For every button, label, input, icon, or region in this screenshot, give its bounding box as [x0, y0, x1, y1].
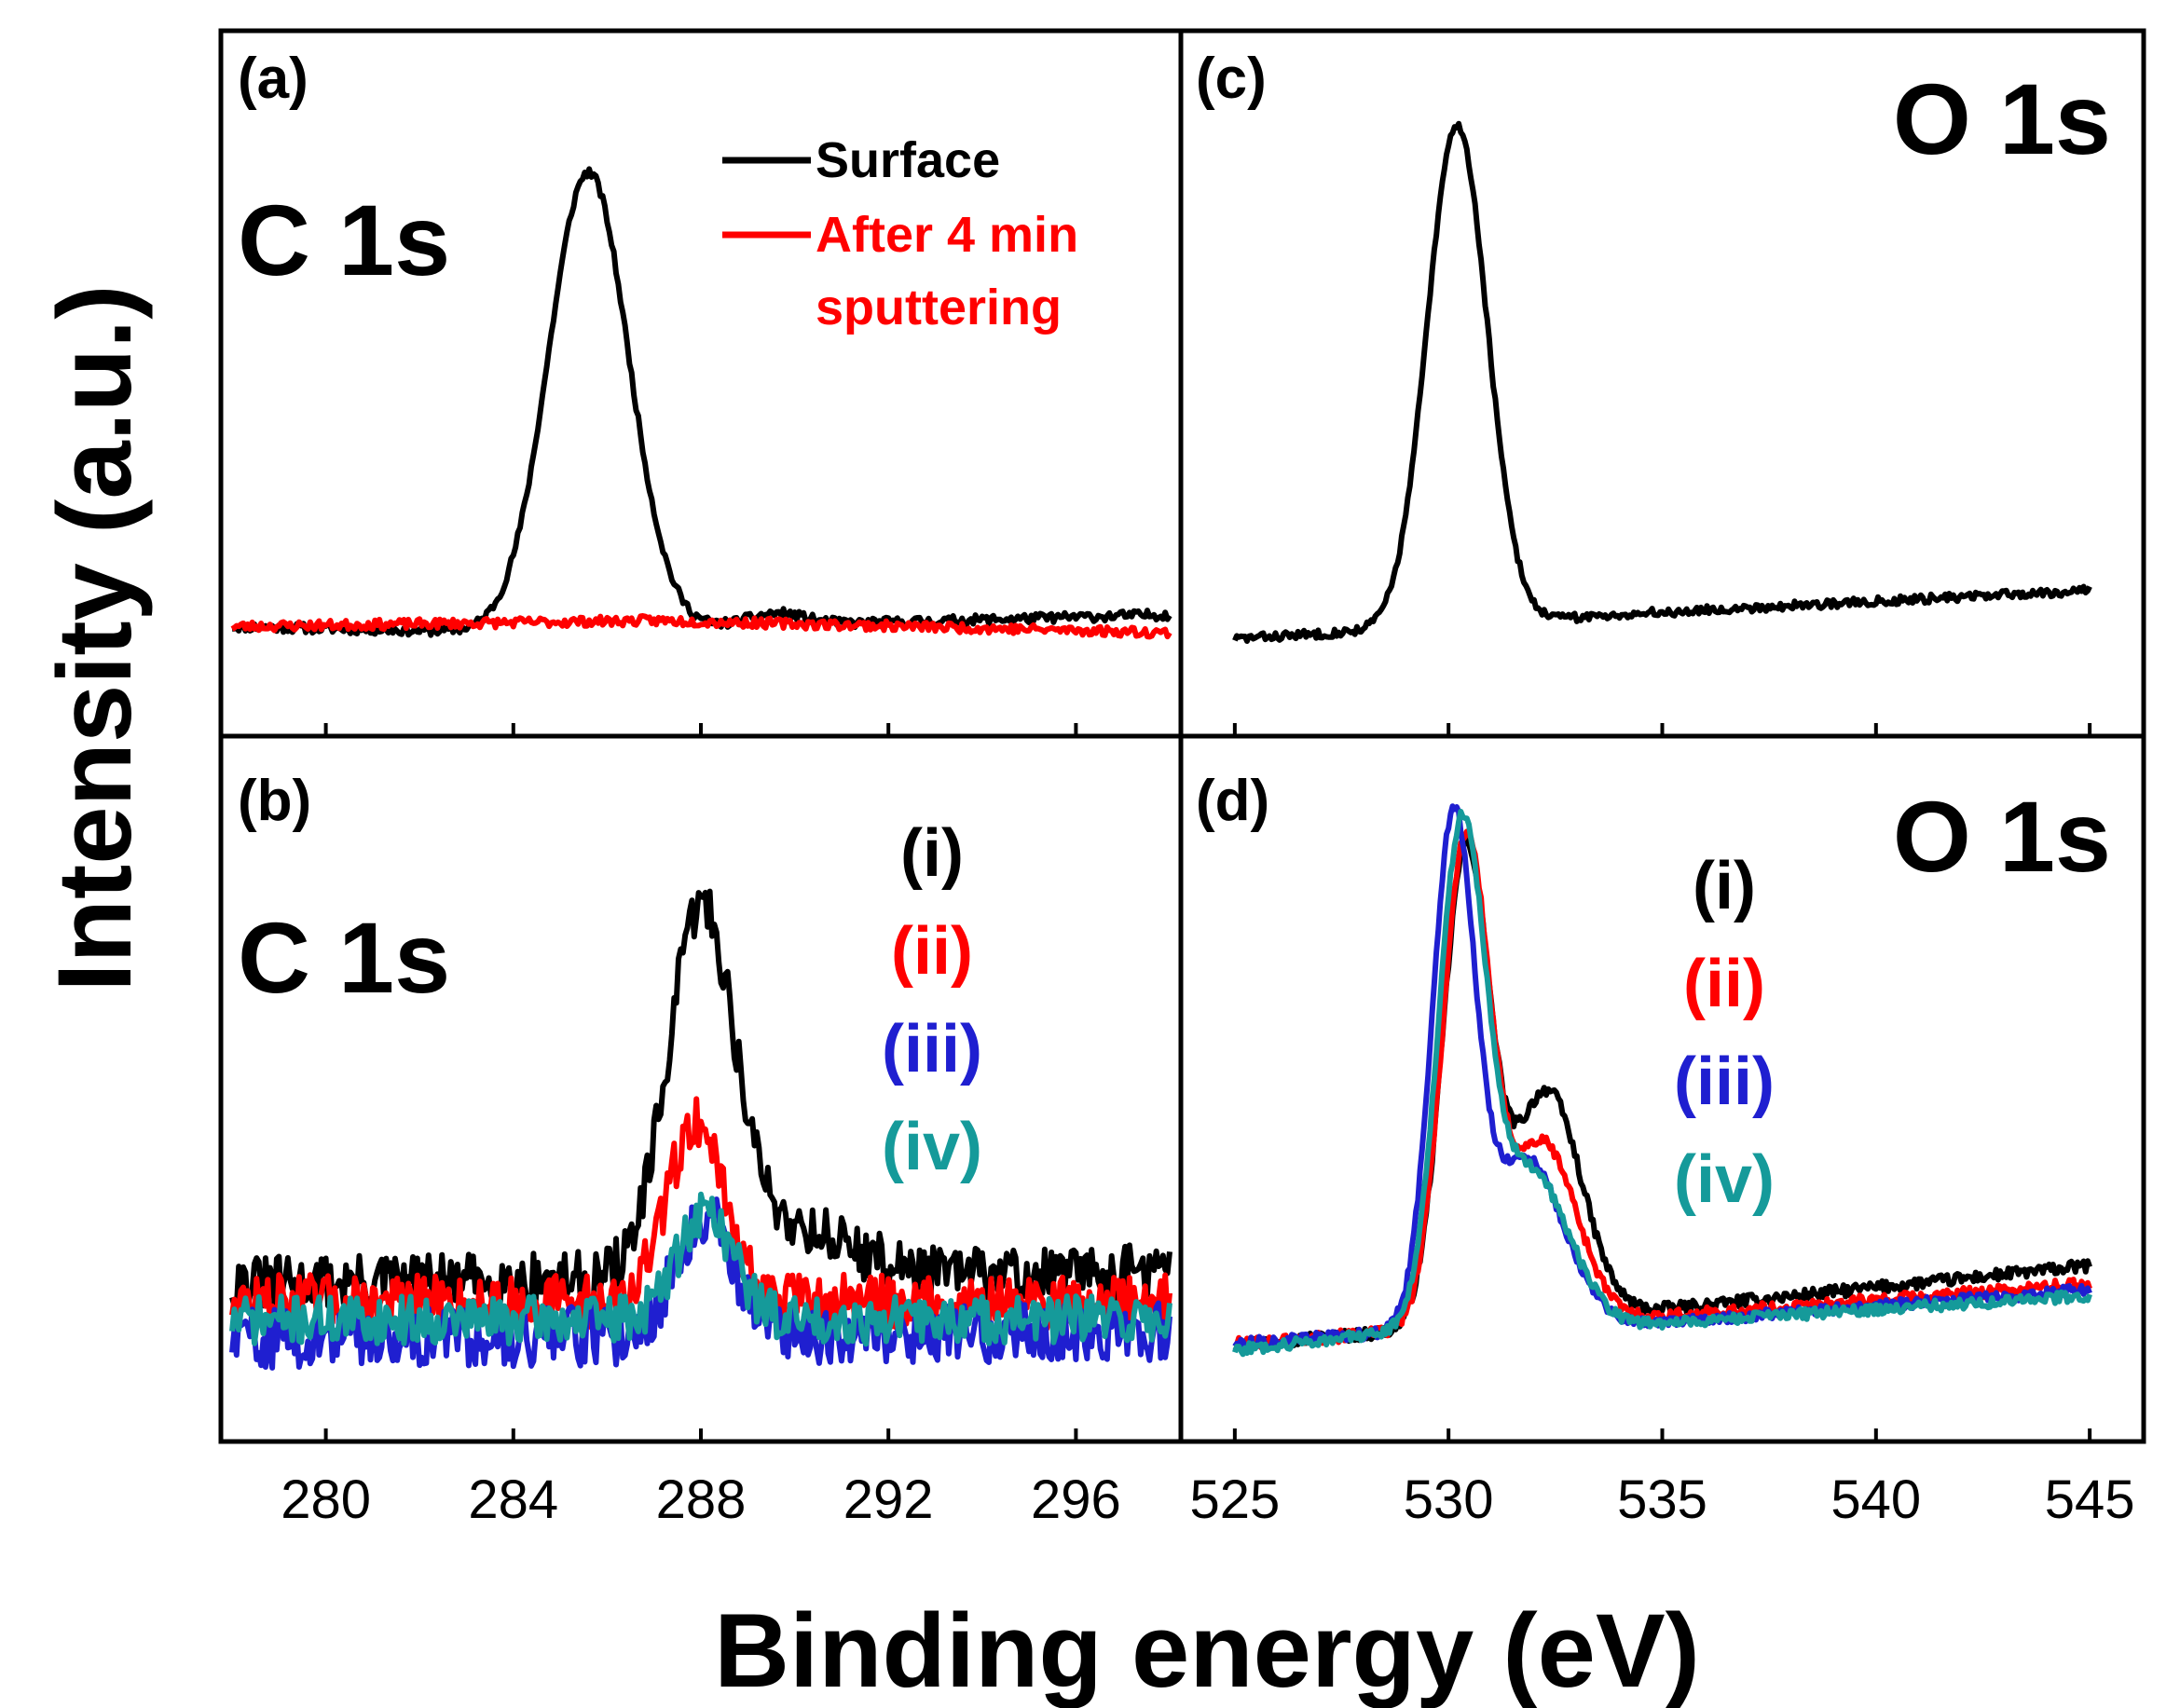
- element-annotation: C 1s: [238, 184, 450, 296]
- x-tick-label: 280: [281, 1469, 371, 1530]
- panel-label: (a): [238, 47, 308, 111]
- element-annotation: O 1s: [1893, 780, 2111, 893]
- panel-label: (c): [1196, 47, 1267, 111]
- series-line: [1232, 120, 2092, 644]
- legend-label: (iv): [1674, 1142, 1775, 1217]
- series-line: [231, 166, 1172, 638]
- x-tick-label: 535: [1617, 1469, 1707, 1530]
- element-annotation: O 1s: [1893, 62, 2111, 175]
- legend-label: Surface: [816, 132, 1000, 188]
- series-line: [1232, 828, 2092, 1351]
- x-tick-label: 530: [1404, 1469, 1494, 1530]
- x-axis-label: Binding energy (eV): [714, 1592, 1700, 1708]
- y-axis-label: Intensity (a.u.): [36, 284, 153, 991]
- x-tick-label: 284: [468, 1469, 558, 1530]
- panel-label: (b): [238, 769, 311, 833]
- panel-c: (c) O 1s: [1178, 28, 2146, 739]
- panel-b: 280 284 288 292 296 (b) C 1s (i) (ii) (iii) (iv): [218, 733, 1184, 1530]
- element-annotation: C 1s: [238, 901, 450, 1014]
- legend-label: (ii): [891, 914, 973, 989]
- legend-label: (i): [1693, 849, 1756, 923]
- panel-a: (a) C 1s Surface After 4 min sputtering: [218, 28, 1184, 739]
- legend-label: (i): [900, 816, 964, 891]
- series-line: [229, 1191, 1172, 1347]
- legend-label: (iii): [882, 1012, 982, 1086]
- x-tick-label: 292: [843, 1469, 934, 1530]
- legend-label: (iii): [1674, 1045, 1775, 1119]
- x-tick-label: 545: [2045, 1469, 2135, 1530]
- x-tick-label: 288: [656, 1469, 747, 1530]
- legend-label: After 4 min: [816, 207, 1078, 263]
- legend-label: sputtering: [816, 280, 1062, 335]
- series-line: [230, 613, 1172, 640]
- series-line: [229, 888, 1172, 1312]
- legend-label: (ii): [1683, 947, 1765, 1021]
- legend-label: (iv): [882, 1110, 982, 1184]
- x-tick-label: 540: [1830, 1469, 1921, 1530]
- panel-d: 525 530 535 540 545 (d) O 1s (i) (ii) (iii) (iv): [1178, 733, 2146, 1530]
- series-line: [1232, 836, 2092, 1352]
- series-line: [229, 1096, 1172, 1332]
- x-tick-label: 296: [1031, 1469, 1121, 1530]
- series-line: [1232, 808, 2092, 1358]
- panel-label: (d): [1196, 769, 1269, 833]
- x-tick-label: 525: [1189, 1469, 1280, 1530]
